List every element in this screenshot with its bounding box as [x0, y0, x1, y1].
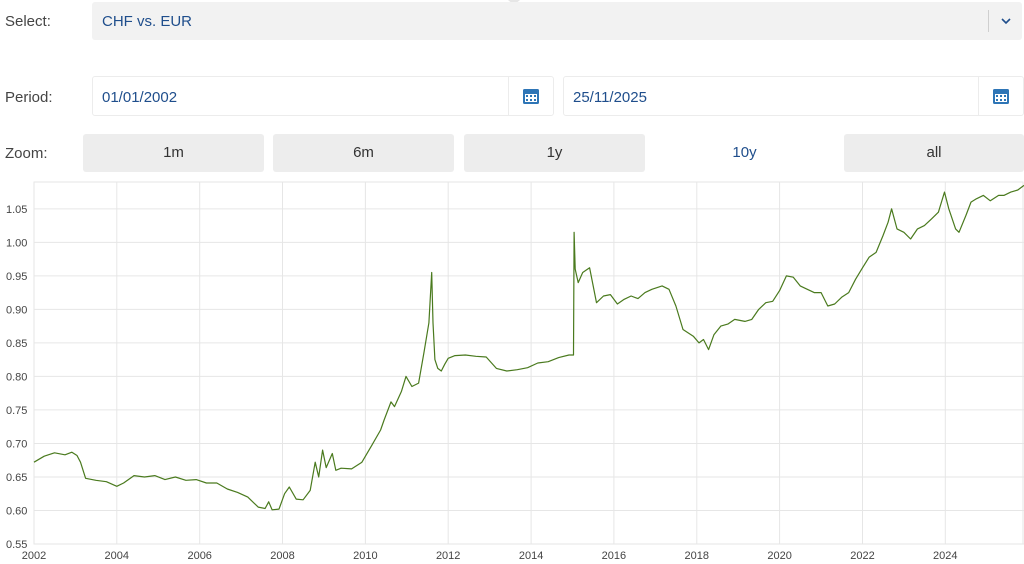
calendar-icon[interactable]	[992, 87, 1010, 105]
y-tick-label: 0.85	[6, 338, 27, 350]
x-tick-label: 2018	[685, 550, 709, 562]
y-tick-label: 0.60	[6, 505, 27, 517]
date-from-field[interactable]: 01/01/2002	[92, 76, 554, 116]
x-tick-label: 2002	[22, 550, 46, 562]
chevron-down-icon[interactable]	[1000, 16, 1012, 26]
y-tick-label: 0.95	[6, 271, 27, 283]
zoom-button-all[interactable]: all	[844, 134, 1024, 172]
y-tick-label: 0.80	[6, 371, 27, 383]
zoom-label: Zoom:	[5, 145, 48, 162]
x-tick-label: 2016	[602, 550, 626, 562]
series-line	[33, 184, 1024, 511]
y-tick-label: 0.55	[6, 539, 27, 551]
y-tick-label: 0.90	[6, 304, 27, 316]
x-tick-label: 2020	[767, 550, 791, 562]
zoom-button-6m[interactable]: 6m	[273, 134, 454, 172]
y-tick-label: 0.70	[6, 438, 27, 450]
y-tick-label: 0.65	[6, 472, 27, 484]
date-to-field[interactable]: 25/11/2025	[563, 76, 1024, 116]
chart-grid	[33, 181, 1024, 545]
x-tick-label: 2014	[519, 550, 543, 562]
y-tick-label: 0.75	[6, 405, 27, 417]
x-axis-ticks: 2002 2004 2006 2008 2010 2012 2014 2016 2018 2020…	[22, 550, 958, 562]
currency-pair-select[interactable]: CHF vs. EUR	[92, 2, 1022, 40]
select-label: Select:	[5, 13, 51, 30]
x-tick-label: 2022	[850, 550, 874, 562]
date-from-divider	[508, 77, 509, 115]
select-divider	[988, 10, 989, 32]
y-axis-ticks: 0.55 0.60 0.65 0.70 0.75 0.80 0.85 0.90 0.95 1.00…	[6, 204, 27, 551]
date-to-value: 25/11/2025	[573, 89, 647, 106]
plot-frame	[33, 181, 1024, 545]
x-tick-label: 2006	[187, 550, 211, 562]
zoom-button-10y[interactable]: 10y	[654, 134, 835, 172]
zoom-button-1m[interactable]: 1m	[83, 134, 264, 172]
x-tick-label: 2012	[436, 550, 460, 562]
x-tick-label: 2004	[105, 550, 129, 562]
exchange-rate-chart: 0.55 0.60 0.65 0.70 0.75 0.80 0.85 0.90 0.95 1.00…	[6, 181, 1024, 562]
select-value: CHF vs. EUR	[102, 13, 192, 30]
x-tick-label: 2024	[933, 550, 957, 562]
y-tick-label: 1.05	[6, 204, 27, 216]
y-tick-label: 1.00	[6, 237, 27, 249]
calendar-icon[interactable]	[522, 87, 540, 105]
x-tick-label: 2010	[353, 550, 377, 562]
zoom-button-1y[interactable]: 1y	[464, 134, 645, 172]
period-label: Period:	[5, 89, 53, 106]
date-to-divider	[978, 77, 979, 115]
x-tick-label: 2008	[270, 550, 294, 562]
date-from-value: 01/01/2002	[102, 89, 178, 106]
